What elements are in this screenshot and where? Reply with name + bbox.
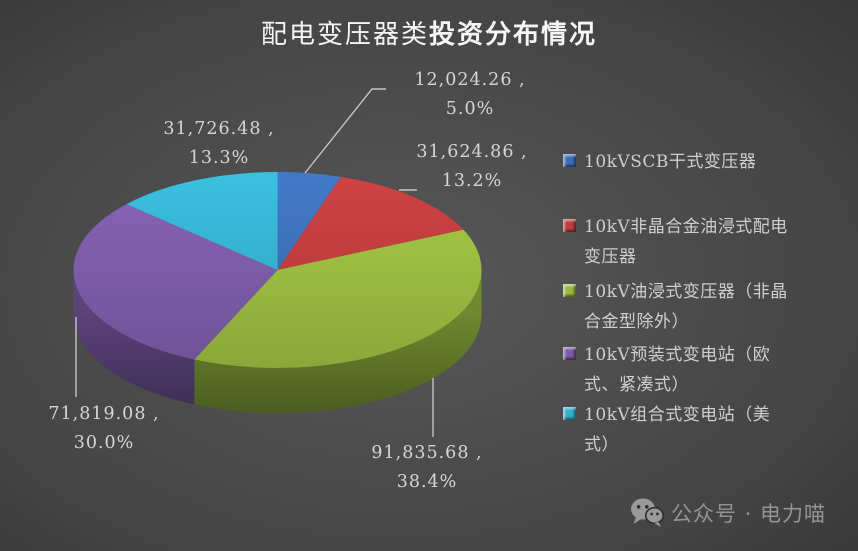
pie-slice-wall-3 (73, 270, 195, 405)
data-label-pct: 13.3% (188, 148, 250, 168)
pie-slice-wall-2 (194, 270, 482, 413)
chart-title-part2: 投资分布情况 (429, 20, 598, 50)
chart-title: 配电变压器类投资分布情况 (0, 14, 858, 51)
data-label-slice0: 12,024.26 , 5.0% (390, 66, 550, 124)
data-label-value: 71,819.08 , (48, 404, 160, 424)
data-label-value: 31,624.86 , (416, 142, 528, 162)
legend-swatch (563, 284, 576, 297)
watermark: 公众号 · 电力喵 (630, 497, 826, 528)
leader-line (304, 88, 386, 174)
data-label-slice1: 31,624.86 , 13.2% (388, 138, 556, 196)
watermark-text: 公众号 · 电力喵 (671, 501, 827, 526)
legend-label: 10kV油浸式变压器（非晶 合金型除外） (584, 282, 788, 332)
legend-item-3[interactable]: 10kV预装式变电站（欧 式、紧凑式） (563, 340, 855, 400)
legend-item-4[interactable]: 10kV组合式变电站（美 式） (563, 400, 855, 460)
legend-label: 10kV预装式变电站（欧 式、紧凑式） (584, 345, 771, 395)
data-label-value: 91,835.68 , (371, 443, 483, 463)
legend-swatch (563, 407, 576, 420)
pie-slice-0[interactable] (277, 172, 341, 270)
legend-label: 10kV组合式变电站（美 式） (584, 405, 771, 455)
legend-swatch (563, 154, 576, 167)
chart-title-part1: 配电变压器类 (260, 20, 429, 50)
data-label-value: 12,024.26 , (414, 70, 526, 90)
pie-slice-4[interactable] (126, 172, 278, 270)
legend-swatch (563, 219, 576, 232)
legend-item-2[interactable]: 10kV油浸式变压器（非晶 合金型除外） (563, 277, 855, 337)
pie-slice-2[interactable] (194, 229, 482, 368)
data-label-slice3: 71,819.08 , 30.0% (20, 400, 188, 458)
wechat-icon (631, 498, 664, 527)
data-label-pct: 38.4% (396, 472, 458, 492)
legend-label: 10kV非晶合金油浸式配电 变压器 (584, 217, 788, 267)
legend-item-1[interactable]: 10kV非晶合金油浸式配电 变压器 (563, 212, 855, 272)
data-label-slice2: 91,835.68 , 38.4% (342, 439, 512, 497)
legend-swatch (563, 347, 576, 360)
data-label-pct: 5.0% (445, 99, 495, 119)
data-label-value: 31,726.48 , (163, 119, 275, 139)
pie-slice-3[interactable] (73, 204, 278, 360)
data-label-pct: 30.0% (73, 433, 135, 453)
data-label-slice4: 31,726.48 , 13.3% (138, 115, 300, 173)
data-label-pct: 13.2% (441, 171, 503, 191)
legend-item-0[interactable]: 10kVSCB干式变压器 (563, 147, 855, 177)
pie-slice-1[interactable] (277, 176, 464, 270)
legend-label: 10kVSCB干式变压器 (584, 152, 757, 172)
